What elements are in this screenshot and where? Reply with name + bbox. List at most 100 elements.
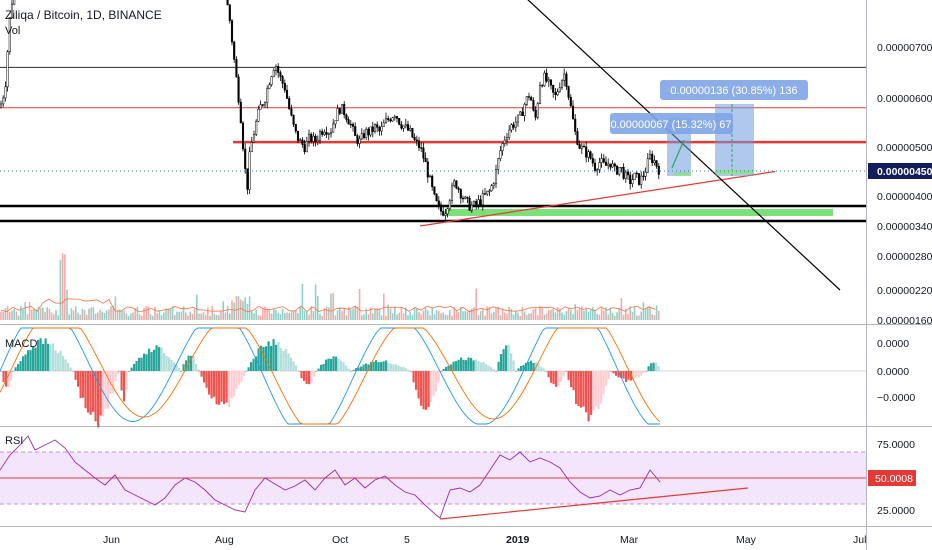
candle-body: [560, 80, 564, 89]
macd-histogram-bar: [572, 371, 575, 391]
volume-bar: [587, 311, 590, 320]
horizontal-levels: [0, 66, 866, 223]
macd-histogram-bar: [308, 371, 311, 385]
candle-body: [406, 124, 410, 131]
volume-bar: [644, 308, 647, 320]
rsi-trendline[interactable]: [439, 487, 749, 520]
candle-body: [446, 208, 449, 215]
macd-histogram-bar: [255, 356, 258, 371]
macd-histogram-bar: [47, 343, 50, 371]
current-price-tag: 0.00000450: [877, 166, 932, 178]
time-label: 2019: [506, 534, 530, 546]
volume-bar: [88, 308, 90, 320]
time-axis[interactable]: Jun Aug Oct 5 2019 Mar May Jul: [103, 534, 866, 546]
candle-body: [336, 108, 339, 122]
volume-bar: [559, 308, 561, 320]
macd-histogram-bar: [118, 371, 121, 372]
volume-bar: [310, 306, 312, 320]
macd-histogram-bar: [337, 358, 340, 371]
volume-bar: [499, 315, 502, 320]
volume-bar: [330, 293, 332, 320]
macd-histogram-bar: [130, 367, 133, 371]
macd-histogram-bar: [542, 368, 545, 371]
support-zone[interactable]: [445, 209, 833, 216]
macd-histogram-bar: [99, 371, 102, 416]
volume-bar: [255, 309, 257, 320]
volume-bar: [251, 311, 253, 320]
macd-histogram-bar: [435, 371, 438, 392]
candle-body: [644, 172, 647, 177]
macd-histogram-bar: [298, 371, 301, 372]
candle-body: [501, 143, 504, 151]
candle-body: [481, 193, 484, 206]
volume-bar: [521, 307, 524, 320]
volume-bar: [277, 313, 279, 320]
volume-bar: [92, 307, 95, 320]
volume-bar: [517, 312, 519, 320]
volume-bar: [143, 307, 145, 320]
macd-histogram-bar: [405, 368, 408, 371]
volume-bar: [614, 315, 616, 320]
candle-body: [290, 108, 293, 116]
macd-histogram-bar: [557, 371, 560, 386]
candle-body: [349, 123, 352, 126]
volume-bar: [420, 314, 422, 320]
volume-bar: [136, 306, 139, 320]
macd-histogram-bar: [213, 371, 216, 397]
macd-histogram-bar: [650, 363, 653, 371]
macd-histogram-bar: [182, 364, 185, 371]
candle-body: [494, 169, 498, 185]
price-tick: 0.00000160: [877, 315, 932, 327]
macd-histogram-bar: [615, 371, 618, 376]
candle-body: [589, 151, 592, 159]
volume-bar: [83, 310, 86, 320]
macd-label: MACD: [5, 338, 37, 350]
symbol-title: Ziliqa / Bitcoin, 1D, BINANCE: [5, 8, 162, 22]
candle-body: [347, 119, 350, 125]
volume-bar: [130, 313, 132, 320]
volume-bar: [636, 315, 638, 320]
candle-body: [453, 180, 456, 187]
volume-bar: [361, 315, 363, 320]
volume-bar: [334, 315, 337, 320]
macd-histogram-bar: [24, 354, 27, 371]
volume-bar: [11, 310, 13, 320]
volume-bar: [477, 315, 480, 320]
macd-histogram-bar: [275, 344, 278, 371]
time-label: May: [736, 534, 757, 546]
volume-bar: [182, 306, 185, 320]
macd-histogram-bar: [173, 362, 176, 371]
macd-histogram-bar: [140, 357, 143, 371]
candle-body: [618, 167, 621, 175]
macd-histogram-bar: [205, 371, 208, 388]
candle-body: [376, 124, 379, 128]
volume-bar: [589, 309, 592, 320]
volume-bar: [402, 313, 405, 320]
volume-bar: [286, 312, 288, 320]
candle-body: [288, 98, 291, 110]
candle-body: [10, 3, 14, 18]
price-axis[interactable]: 0.00000700 0.00000600 0.00000500 0.00000…: [877, 42, 932, 327]
candle-body: [631, 179, 634, 185]
volume-bar: [576, 309, 579, 320]
candle-body: [499, 150, 502, 159]
volume-bar: [627, 313, 629, 320]
candle-body: [318, 131, 322, 141]
macd-pane[interactable]: [0, 327, 866, 428]
macd-histogram-bar: [117, 371, 120, 375]
volume-bar: [651, 314, 653, 320]
volume-bar: [317, 296, 319, 320]
macd-histogram-bar: [380, 362, 383, 371]
price-tick: 0.00000220: [877, 285, 932, 297]
candle-body: [426, 161, 429, 178]
volume-bar: [339, 306, 341, 320]
candle-body: [8, 17, 11, 52]
candle-body: [477, 199, 480, 205]
macd-histogram-bar: [277, 341, 280, 371]
candle-body: [472, 201, 476, 206]
candle-body: [228, 4, 231, 21]
volume-bar: [598, 314, 601, 320]
macd-histogram-bar: [230, 371, 233, 399]
candle-body: [532, 100, 535, 111]
